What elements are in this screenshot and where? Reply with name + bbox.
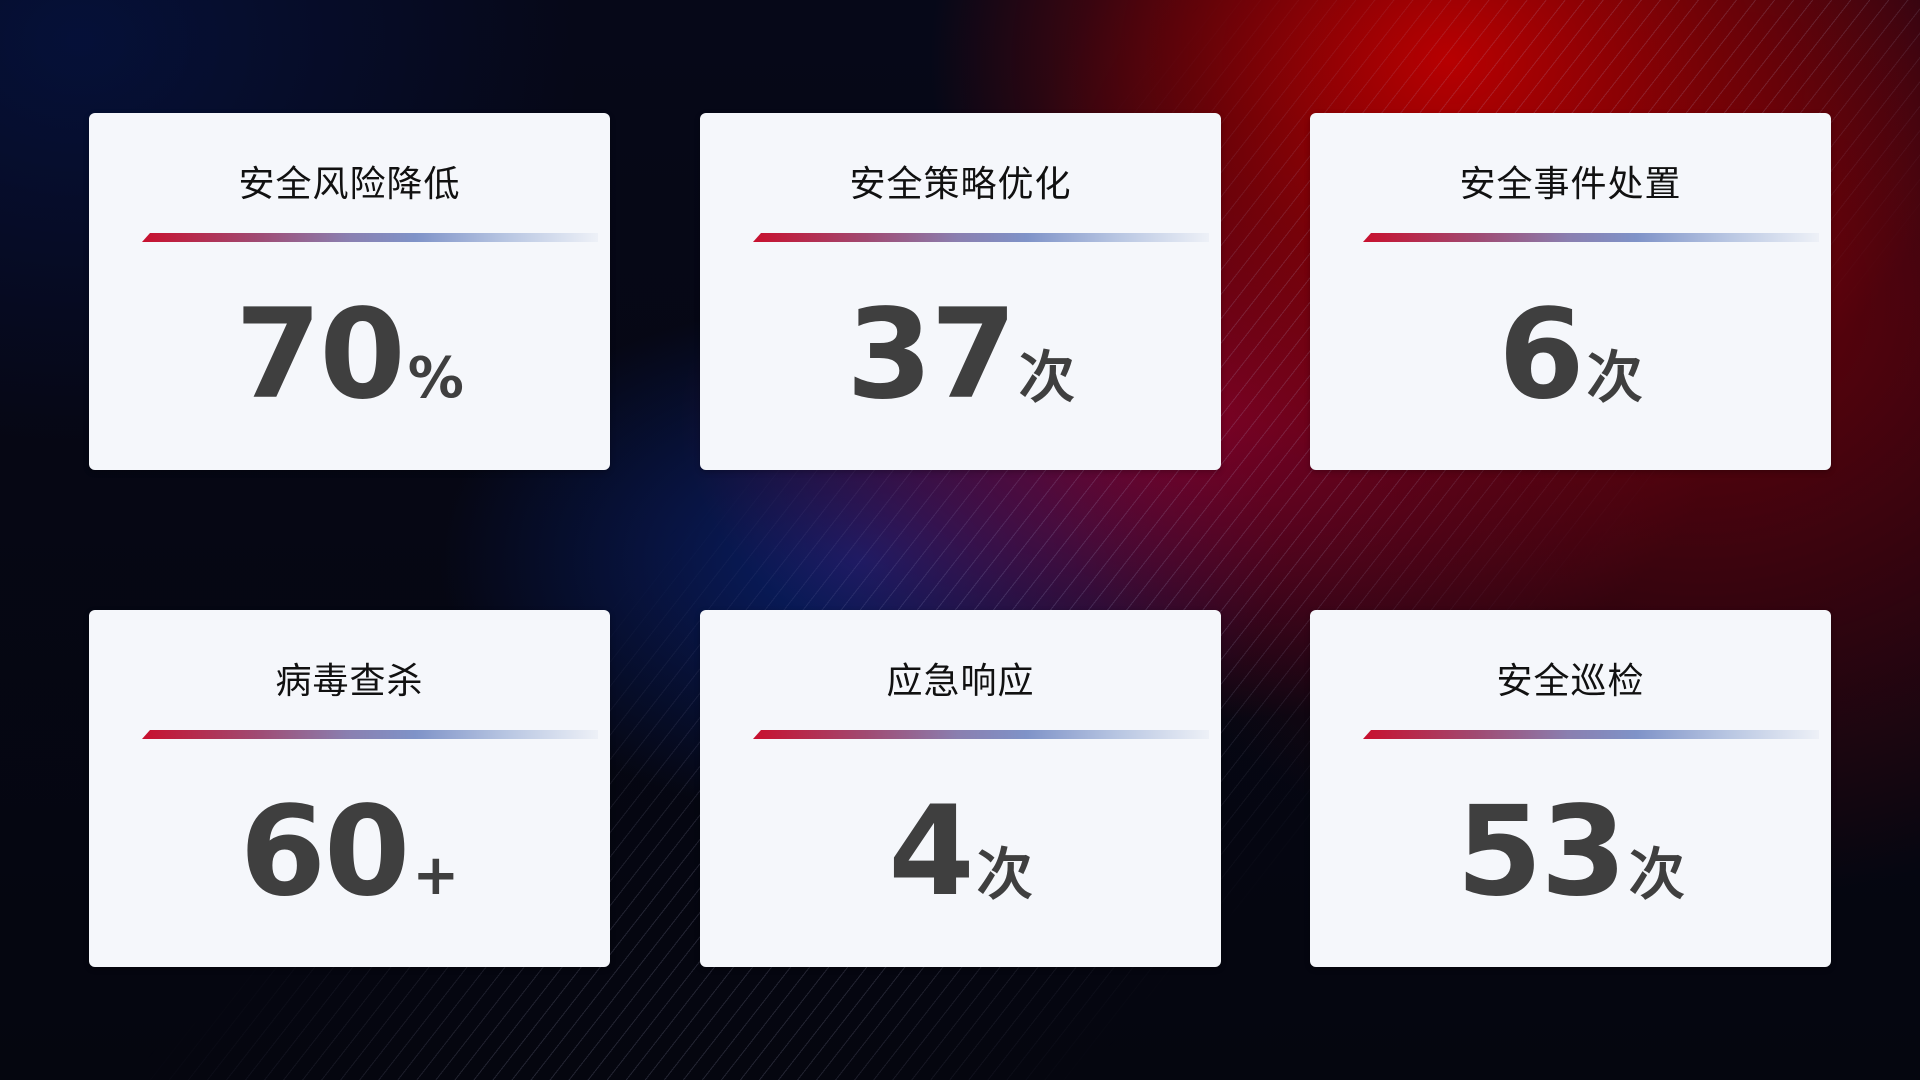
value-unit: 次 [1586,346,1643,411]
value-number: 4 [888,780,974,924]
value-unit: % [407,346,464,411]
stat-card-incident-handling: 安全事件处置 6次 [1310,113,1831,470]
stat-card-security-inspection: 安全巡检 53次 [1310,610,1831,967]
value-number: 70 [235,283,406,427]
card-title: 安全风险降低 [238,164,461,205]
card-value: 37次 [700,283,1221,427]
value-number: 37 [846,283,1017,427]
card-value: 53次 [1310,780,1831,924]
card-title: 病毒查杀 [275,661,424,702]
card-divider [1363,730,1819,739]
card-value: 70% [89,283,610,427]
value-number: 6 [1498,283,1584,427]
value-unit: 次 [976,843,1033,908]
card-title: 应急响应 [886,661,1035,702]
card-divider [753,233,1209,242]
value-number: 60 [239,780,411,924]
value-unit: 次 [1628,843,1685,908]
card-title: 安全巡检 [1496,661,1645,702]
card-divider [1363,233,1819,242]
value-unit: + [412,843,460,908]
stat-card-emergency-response: 应急响应 4次 [700,610,1221,967]
stat-card-policy-optimization: 安全策略优化 37次 [700,113,1221,470]
card-value: 6次 [1310,283,1831,427]
card-title: 安全策略优化 [849,164,1072,205]
stat-card-virus-removal: 病毒查杀 60+ [89,610,610,967]
stat-card-risk-reduction: 安全风险降低 70% [89,113,610,470]
card-title: 安全事件处置 [1459,164,1682,205]
card-divider [753,730,1209,739]
value-number: 53 [1456,780,1627,924]
value-unit: 次 [1018,346,1075,411]
card-value: 4次 [700,780,1221,924]
card-value: 60+ [89,780,610,924]
card-divider [142,233,598,242]
card-divider [142,730,598,739]
